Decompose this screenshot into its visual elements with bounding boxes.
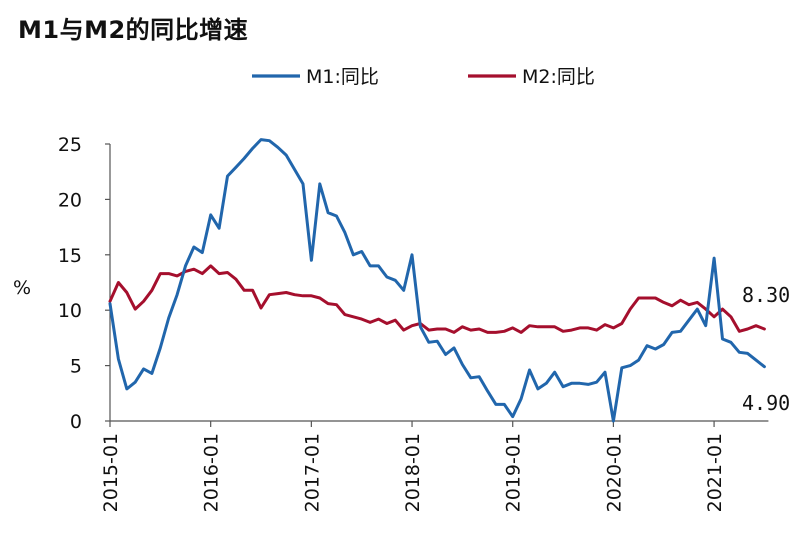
legend-m1-label: M1:同比 — [306, 66, 379, 88]
m2-series-line — [108, 264, 766, 334]
legend-m2-label: M2:同比 — [522, 66, 595, 88]
y-tick-label: 25 — [58, 134, 82, 156]
y-tick-label: 5 — [70, 356, 82, 378]
m1-end-label: 4.90 — [742, 391, 790, 415]
x-tick-label: 2019-01 — [503, 433, 525, 512]
y-tick-label: 20 — [58, 189, 82, 211]
y-tick-label: 15 — [58, 245, 82, 267]
m1-series-line — [108, 138, 766, 423]
chart-title: M1与M2的同比增速 — [18, 16, 249, 44]
x-tick-label: 2015-01 — [100, 433, 122, 512]
m2-end-label: 8.30 — [742, 283, 790, 307]
x-tick-label: 2021-01 — [704, 433, 726, 512]
y-tick-label: 10 — [58, 300, 82, 322]
x-tick-label: 2018-01 — [402, 433, 424, 512]
y-axis-label: % — [13, 277, 31, 299]
annotations: 8.30 4.90 — [742, 283, 790, 415]
series-layer — [108, 138, 766, 423]
x-tick-label: 2016-01 — [201, 433, 223, 512]
x-tick-label: 2017-01 — [301, 433, 323, 512]
legend: M1:同比 M2:同比 — [252, 66, 595, 88]
axes: 0 5 10 15 20 25% 2015-01 2016-01 2017-01 2018-01 2… — [13, 134, 769, 512]
x-tick-label: 2020-01 — [603, 433, 625, 512]
y-tick-label: 0 — [70, 411, 82, 433]
